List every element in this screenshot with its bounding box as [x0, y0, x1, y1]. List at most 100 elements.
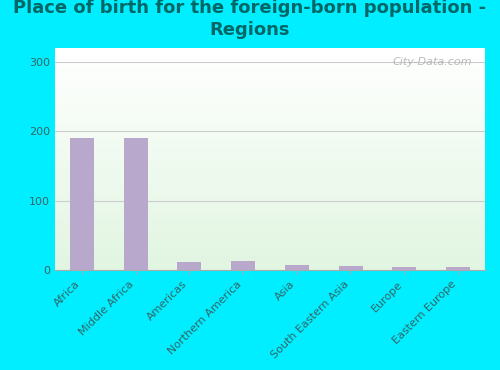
Bar	[55, 86, 485, 87]
Bar	[55, 188, 485, 189]
Bar	[55, 187, 485, 188]
Bar	[55, 230, 485, 231]
Bar	[55, 134, 485, 135]
Bar	[55, 167, 485, 168]
Bar	[55, 124, 485, 125]
Bar	[55, 252, 485, 253]
Bar	[55, 54, 485, 55]
Bar	[55, 206, 485, 207]
Bar	[55, 159, 485, 160]
Bar	[55, 147, 485, 148]
Bar	[55, 261, 485, 262]
Bar	[124, 138, 148, 270]
Bar	[55, 209, 485, 210]
Bar	[55, 120, 485, 121]
Bar	[55, 249, 485, 250]
Bar	[55, 168, 485, 169]
Bar	[55, 170, 485, 171]
Bar	[55, 180, 485, 181]
Bar	[55, 64, 485, 65]
Bar	[55, 111, 485, 112]
Bar	[55, 87, 485, 88]
Bar	[55, 204, 485, 205]
Bar	[55, 88, 485, 89]
Bar	[55, 240, 485, 241]
Bar	[55, 58, 485, 59]
Bar	[55, 215, 485, 216]
Bar	[55, 57, 485, 58]
Bar	[55, 256, 485, 257]
Bar	[55, 144, 485, 145]
Bar	[55, 218, 485, 219]
Bar	[55, 80, 485, 81]
Bar	[55, 237, 485, 238]
Bar	[55, 71, 485, 73]
Bar	[55, 65, 485, 66]
Bar	[55, 260, 485, 261]
Bar	[55, 53, 485, 54]
Bar	[55, 117, 485, 118]
Bar	[55, 83, 485, 84]
Bar	[55, 122, 485, 124]
Bar	[55, 186, 485, 187]
Bar	[55, 201, 485, 202]
Bar	[55, 56, 485, 57]
Bar	[392, 267, 416, 270]
Bar	[55, 197, 485, 198]
Bar	[55, 195, 485, 196]
Bar	[55, 121, 485, 122]
Bar	[55, 174, 485, 175]
Bar	[55, 248, 485, 249]
Bar	[55, 175, 485, 176]
Bar	[55, 146, 485, 147]
Bar	[55, 119, 485, 120]
Bar	[55, 250, 485, 251]
Bar	[55, 192, 485, 194]
Bar	[55, 104, 485, 105]
Bar	[55, 243, 485, 245]
Bar	[55, 67, 485, 68]
Bar	[55, 268, 485, 269]
Bar	[55, 160, 485, 161]
Bar	[55, 184, 485, 185]
Bar	[446, 267, 470, 270]
Bar	[55, 75, 485, 76]
Bar	[55, 140, 485, 141]
Bar	[55, 145, 485, 146]
Bar	[55, 245, 485, 246]
Bar	[55, 178, 485, 179]
Bar	[55, 92, 485, 94]
Bar	[55, 139, 485, 140]
Bar	[55, 137, 485, 138]
Bar	[55, 265, 485, 266]
Bar	[55, 259, 485, 260]
Bar	[55, 108, 485, 109]
Bar	[55, 101, 485, 102]
Bar	[55, 148, 485, 149]
Bar	[55, 253, 485, 255]
Bar	[178, 262, 202, 270]
Bar	[55, 176, 485, 177]
Bar	[55, 126, 485, 127]
Bar	[55, 239, 485, 240]
Bar	[55, 60, 485, 61]
Bar	[55, 95, 485, 96]
Bar	[55, 266, 485, 267]
Bar	[55, 210, 485, 211]
Bar	[55, 246, 485, 247]
Bar	[55, 107, 485, 108]
Bar	[55, 102, 485, 104]
Bar	[55, 200, 485, 201]
Bar	[55, 76, 485, 77]
Bar	[55, 228, 485, 229]
Bar	[55, 59, 485, 60]
Bar	[55, 205, 485, 206]
Bar	[55, 182, 485, 184]
Bar	[55, 223, 485, 225]
Bar	[55, 66, 485, 67]
Bar	[55, 189, 485, 190]
Bar	[55, 157, 485, 158]
Bar	[55, 70, 485, 71]
Bar	[70, 138, 94, 270]
Bar	[55, 141, 485, 142]
